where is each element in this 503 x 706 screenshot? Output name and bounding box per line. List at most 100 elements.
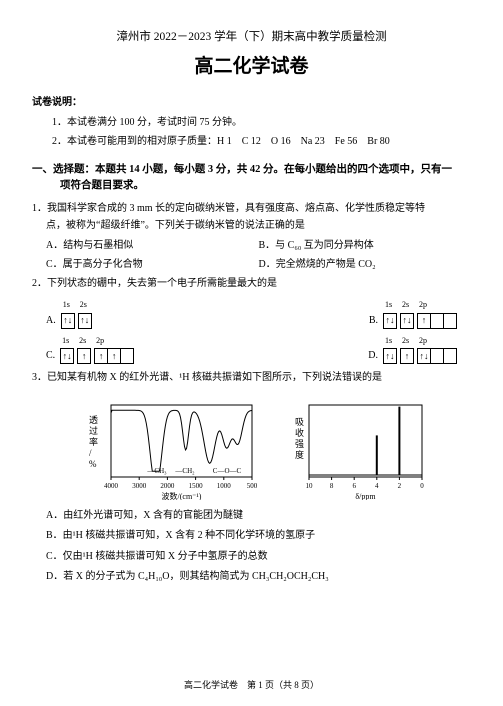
svg-text:C—O—C: C—O—C <box>212 467 241 475</box>
question-3: 3．已知某有机物 X 的红外光谱、¹H 核磁共振谱如下图所示，下列说法错误的是 <box>32 370 471 387</box>
orbital-boxes: ↑↑ <box>94 348 134 364</box>
q1-option-c: C．属于高分子化合物 <box>46 257 259 273</box>
orbital-box: ↑↓ <box>61 313 75 329</box>
orbital-box: ↑↓ <box>60 348 74 364</box>
shell-label: 1s <box>63 299 70 312</box>
orbital-box: ↑ <box>77 348 91 364</box>
orbital-boxes: ↑↓ <box>383 348 397 364</box>
orbital-option-c: C.1s↑↓2s↑2p↑↑ <box>46 335 134 365</box>
orbital-box <box>430 348 444 364</box>
svg-text:%: % <box>89 459 97 469</box>
orbital-label: D. <box>368 348 378 364</box>
orbital-shell: 2s↑ <box>400 335 414 365</box>
q1-line2: 点，被称为“超级纤维”。下列关于碳纳米管的说法正确的是 <box>46 218 305 235</box>
orbital-shell: 1s↑↓ <box>383 299 397 329</box>
orbital-box: ↑↓ <box>383 348 397 364</box>
exam-header: 漳州市 2022－2023 学年（下）期末高中教学质量检测 <box>32 28 471 46</box>
orbital-row-2: C.1s↑↓2s↑2p↑↑ D.1s↑↓2s↑2p↑↓ <box>46 335 457 365</box>
orbital-box <box>120 348 134 364</box>
shell-label: 1s <box>385 335 392 348</box>
q3-option-b: B．由¹H 核磁共振谱可知，X 含有 2 种不同化学环境的氢原子 <box>46 528 471 545</box>
orbital-box: ↑↓ <box>400 313 414 329</box>
shell-label: 1s <box>385 299 392 312</box>
shell-label: 2p <box>419 335 427 348</box>
orbital-shell: 2p↑↑ <box>94 335 134 365</box>
ir-spectrum: 透过率/%40003000200015001000500波数/(cm⁻¹)—CH… <box>77 395 257 500</box>
instruction-2: 2．本试卷可能用到的相对原子质量：H 1 C 12 O 16 Na 23 Fe … <box>52 134 471 150</box>
shell-label: 2s <box>80 299 87 312</box>
orbital-shell: 2s↑↓ <box>400 299 414 329</box>
orbital-box: ↑ <box>417 313 431 329</box>
svg-text:500: 500 <box>246 482 256 490</box>
shell-label: 2s <box>402 299 409 312</box>
spectra-row: 透过率/%40003000200015001000500波数/(cm⁻¹)—CH… <box>32 395 471 500</box>
orbital-boxes: ↑↓ <box>60 348 74 364</box>
shell-label: 2p <box>419 299 427 312</box>
svg-text:3000: 3000 <box>132 482 147 490</box>
orbital-option-b: B.1s↑↓2s↑↓2p↑ <box>369 299 457 329</box>
svg-text:率: 率 <box>89 436 98 447</box>
svg-text:6: 6 <box>352 482 356 490</box>
q1-option-b: B．与 C₆₀ 互为同分异构体 <box>259 238 472 254</box>
svg-text:1500: 1500 <box>188 482 203 490</box>
svg-text:8: 8 <box>329 482 333 490</box>
orbital-boxes: ↑ <box>417 313 457 329</box>
orbital-label: A. <box>46 313 56 329</box>
svg-text:收: 收 <box>295 427 304 438</box>
orbital-shell: 2p↑ <box>417 299 457 329</box>
orbital-shell: 1s↑↓ <box>61 299 75 329</box>
orbital-shell: 2p↑↓ <box>417 335 457 365</box>
exam-title: 高二化学试卷 <box>32 52 471 82</box>
orbital-box: ↑↓ <box>417 348 431 364</box>
orbital-option-a: A.1s↑↓2s↑↓ <box>46 299 92 329</box>
q3-option-d: D．若 X 的分子式为 C₄H₁₀O，则其结构简式为 CH₃CH₂OCH₂CH₃ <box>46 569 471 586</box>
svg-text:/: / <box>89 448 92 458</box>
q1-option-a: A．结构与石墨相似 <box>46 238 259 254</box>
section-1-line2: 项符合题目要求。 <box>60 178 471 194</box>
nmr-spectrum: 吸收强度1086420δ/ppm <box>287 395 427 500</box>
shell-label: 2s <box>402 335 409 348</box>
svg-text:4000: 4000 <box>104 482 119 490</box>
orbital-boxes: ↑ <box>77 348 91 364</box>
orbital-shell: 1s↑↓ <box>383 335 397 365</box>
instructions-label: 试卷说明： <box>32 95 471 111</box>
q3-option-c: C．仅由¹H 核磁共振谱可知 X 分子中氢原子的总数 <box>46 549 471 566</box>
orbital-row-1: A.1s↑↓2s↑↓ B.1s↑↓2s↑↓2p↑ <box>46 299 457 329</box>
orbital-box: ↑ <box>107 348 121 364</box>
question-1: 1．我国科学家合成的 3 mm 长的定向碳纳米管，具有强度高、熔点高、化学性质稳… <box>32 201 471 234</box>
orbital-box <box>443 348 457 364</box>
orbital-boxes: ↑↓ <box>417 348 457 364</box>
svg-text:4: 4 <box>375 482 379 490</box>
orbital-boxes: ↑↓ <box>383 313 397 329</box>
orbital-box: ↑↓ <box>383 313 397 329</box>
question-2: 2．下列状态的硼中，失去第一个电子所需能量最大的是 <box>32 276 471 293</box>
shell-label: 2s <box>79 335 86 348</box>
svg-text:—CH₂: —CH₂ <box>174 467 195 475</box>
orbital-label: B. <box>369 313 378 329</box>
shell-label: 1s <box>62 335 69 348</box>
svg-text:—CH₃: —CH₃ <box>146 467 167 475</box>
orbital-box: ↑ <box>400 348 414 364</box>
orbital-boxes: ↑ <box>400 348 414 364</box>
q1-option-d: D．完全燃烧的产物是 CO₂ <box>259 257 472 273</box>
svg-text:吸: 吸 <box>295 417 304 427</box>
orbital-shell: 2s↑↓ <box>78 299 92 329</box>
orbital-option-d: D.1s↑↓2s↑2p↑↓ <box>368 335 457 365</box>
orbital-boxes: ↑↓ <box>400 313 414 329</box>
orbital-box <box>443 313 457 329</box>
svg-text:过: 过 <box>89 425 98 436</box>
svg-text:1000: 1000 <box>216 482 231 490</box>
section-1-heading: 一、选择题：本题共 14 小题，每小题 3 分，共 42 分。在每小题给出的四个… <box>32 162 471 194</box>
svg-text:度: 度 <box>295 449 304 460</box>
q3-option-a: A．由红外光谱可知，X 含有的官能团为醚键 <box>46 508 471 525</box>
orbital-box: ↑ <box>94 348 108 364</box>
shell-label: 2p <box>96 335 104 348</box>
orbital-label: C. <box>46 348 55 364</box>
orbital-shell: 2s↑ <box>77 335 91 365</box>
orbital-box: ↑↓ <box>78 313 92 329</box>
svg-text:强: 强 <box>295 439 304 449</box>
svg-text:10: 10 <box>305 482 313 490</box>
section-1-line1: 一、选择题：本题共 14 小题，每小题 3 分，共 42 分。在每小题给出的四个… <box>32 164 452 175</box>
q1-line1: 1．我国科学家合成的 3 mm 长的定向碳纳米管，具有强度高、熔点高、化学性质稳… <box>32 203 425 214</box>
orbital-boxes: ↑↓ <box>78 313 92 329</box>
